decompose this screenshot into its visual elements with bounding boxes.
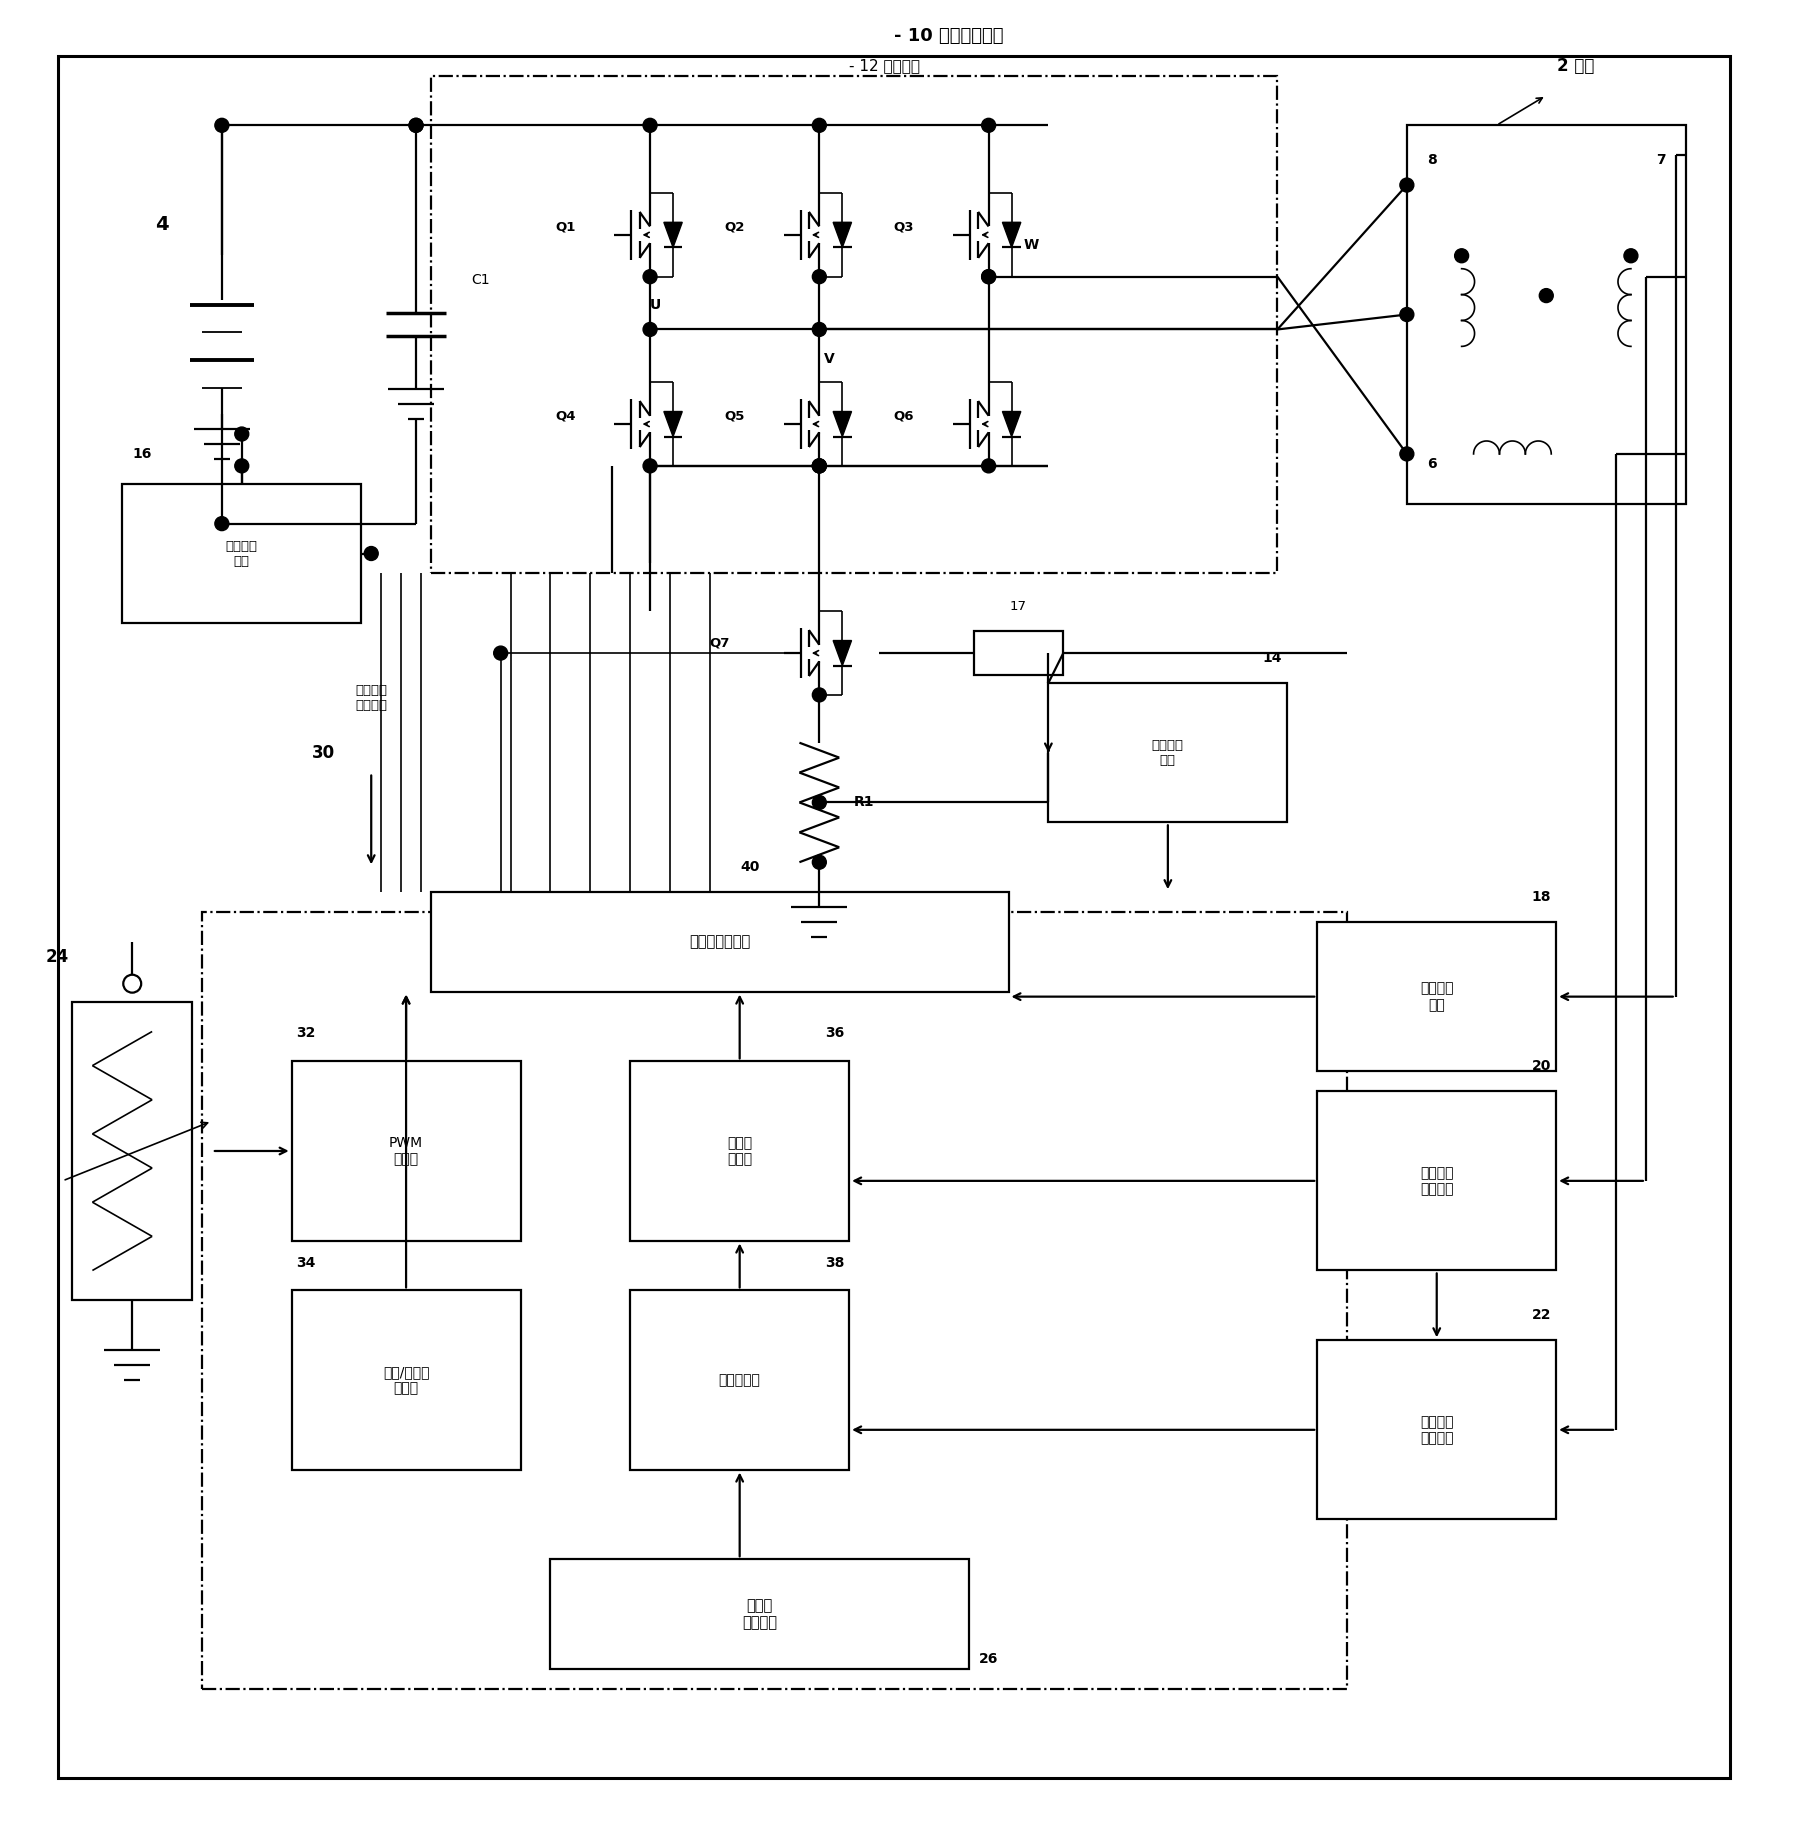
Text: Q4: Q4 (556, 410, 575, 423)
Polygon shape (832, 412, 852, 437)
Circle shape (813, 689, 827, 701)
Text: Q1: Q1 (556, 220, 575, 233)
Bar (629, 1062, 849, 1241)
Circle shape (982, 459, 996, 474)
Text: 电压检测
电路: 电压检测 电路 (227, 539, 257, 567)
Circle shape (365, 547, 378, 561)
Bar (291, 1290, 521, 1470)
Text: 22: 22 (1532, 1308, 1552, 1323)
Circle shape (236, 426, 248, 441)
Text: C1: C1 (471, 273, 489, 286)
Bar (1318, 922, 1557, 1071)
Text: U: U (651, 297, 662, 312)
Text: 驱动信号生成部: 驱动信号生成部 (689, 935, 750, 949)
Text: 26: 26 (978, 1653, 998, 1665)
Polygon shape (663, 222, 681, 248)
Text: 过电流
判定部: 过电流 判定部 (726, 1135, 752, 1166)
Bar (201, 913, 1347, 1689)
Text: 6: 6 (1428, 457, 1437, 470)
Circle shape (1401, 308, 1413, 321)
Bar (291, 1062, 521, 1241)
Polygon shape (1003, 222, 1021, 248)
Text: Q2: Q2 (725, 220, 744, 233)
Text: Q7: Q7 (710, 636, 730, 650)
Circle shape (644, 270, 656, 284)
Circle shape (813, 459, 827, 474)
Circle shape (813, 270, 827, 284)
Polygon shape (1003, 412, 1021, 437)
Text: 24: 24 (47, 947, 68, 966)
Polygon shape (832, 641, 852, 665)
Text: 电流检测
电路: 电流检测 电路 (1153, 738, 1183, 767)
Text: 18: 18 (1532, 891, 1552, 904)
Circle shape (644, 118, 656, 133)
Text: 控制电路
（微机）: 控制电路 （微机） (356, 683, 387, 712)
Text: 旋转位置
检测电路: 旋转位置 检测电路 (1420, 1166, 1453, 1195)
Bar (1318, 1341, 1557, 1520)
Bar (432, 75, 1277, 574)
Text: 温度检测
电路: 温度检测 电路 (1420, 982, 1453, 1011)
Circle shape (410, 118, 423, 133)
Text: 34: 34 (297, 1255, 316, 1270)
Circle shape (410, 118, 423, 133)
Text: 进角/通电角
生成部: 进角/通电角 生成部 (383, 1365, 430, 1396)
Text: Q5: Q5 (725, 410, 744, 423)
Circle shape (813, 796, 827, 809)
Polygon shape (663, 412, 681, 437)
Bar (975, 630, 1063, 674)
Circle shape (644, 322, 656, 337)
Text: V: V (823, 352, 834, 366)
Bar (629, 1290, 849, 1470)
Bar (1048, 683, 1287, 822)
Bar (72, 1002, 192, 1301)
Text: 36: 36 (825, 1026, 845, 1040)
Circle shape (1539, 288, 1553, 302)
Bar (550, 1560, 969, 1669)
Circle shape (1624, 250, 1638, 262)
Text: 17: 17 (1010, 599, 1027, 612)
Text: - 12 开关电路: - 12 开关电路 (849, 58, 921, 73)
Text: 14: 14 (1262, 650, 1282, 665)
Bar (1406, 126, 1687, 503)
Text: 4: 4 (155, 215, 169, 235)
Circle shape (982, 118, 996, 133)
Text: PWM
生成部: PWM 生成部 (388, 1135, 423, 1166)
Text: 8: 8 (1428, 153, 1437, 168)
Text: 2 电机: 2 电机 (1557, 56, 1595, 75)
Polygon shape (832, 222, 852, 248)
Text: R1: R1 (854, 796, 874, 809)
Text: 30: 30 (311, 743, 334, 762)
Text: - 10 电机驱动装置: - 10 电机驱动装置 (894, 27, 1003, 46)
Text: 38: 38 (825, 1255, 845, 1270)
Text: 40: 40 (741, 860, 759, 875)
Circle shape (813, 459, 827, 474)
Circle shape (216, 517, 228, 530)
Circle shape (982, 270, 996, 284)
Bar (432, 893, 1009, 991)
Text: 7: 7 (1656, 153, 1665, 168)
Circle shape (236, 459, 248, 474)
Circle shape (644, 459, 656, 474)
Circle shape (1401, 446, 1413, 461)
Bar (1318, 1091, 1557, 1270)
Circle shape (813, 459, 827, 474)
Text: 制动控制部: 制动控制部 (719, 1374, 761, 1387)
Circle shape (494, 647, 507, 660)
Text: 32: 32 (297, 1026, 316, 1040)
Circle shape (1401, 179, 1413, 191)
Circle shape (813, 118, 827, 133)
Circle shape (1455, 250, 1469, 262)
Text: Q6: Q6 (894, 410, 913, 423)
Text: 旋转速度
计算电路: 旋转速度 计算电路 (1420, 1414, 1453, 1445)
Text: 16: 16 (133, 446, 151, 461)
Circle shape (813, 322, 827, 337)
Text: W: W (1023, 239, 1039, 251)
Text: 制动力
切换开关: 制动力 切换开关 (743, 1598, 777, 1631)
Text: Q3: Q3 (894, 220, 913, 233)
Circle shape (216, 118, 228, 133)
Circle shape (813, 855, 827, 869)
Circle shape (982, 270, 996, 284)
Text: 20: 20 (1532, 1059, 1552, 1073)
Bar (122, 485, 361, 623)
